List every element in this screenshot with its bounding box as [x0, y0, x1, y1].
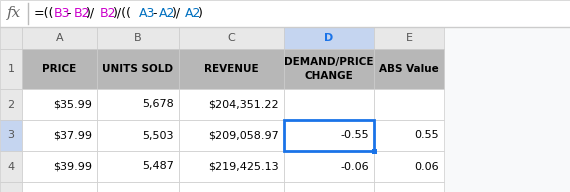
- Bar: [97, 120, 179, 151]
- Bar: [179, 182, 284, 192]
- Text: 5,503: 5,503: [142, 131, 174, 141]
- Text: D: D: [324, 33, 333, 43]
- Bar: [22, 89, 97, 120]
- Text: -: -: [152, 7, 156, 20]
- Text: -0.55: -0.55: [340, 131, 369, 141]
- Bar: [97, 27, 179, 49]
- Bar: [284, 49, 374, 89]
- Text: DEMAND/PRICE: DEMAND/PRICE: [284, 57, 374, 67]
- Bar: [374, 151, 444, 182]
- Text: 5,678: 5,678: [142, 99, 174, 109]
- Text: 2: 2: [7, 99, 15, 109]
- Text: $209,058.97: $209,058.97: [208, 131, 279, 141]
- Text: ): ): [198, 7, 202, 20]
- Text: $39.99: $39.99: [53, 161, 92, 171]
- Bar: [22, 182, 97, 192]
- Bar: [22, 27, 97, 49]
- Bar: [0, 120, 22, 151]
- Text: 5,487: 5,487: [142, 161, 174, 171]
- Bar: [179, 89, 284, 120]
- Bar: [0, 182, 22, 192]
- Bar: [97, 151, 179, 182]
- Text: B3: B3: [54, 7, 70, 20]
- Text: )/: )/: [172, 7, 181, 20]
- Bar: [284, 182, 374, 192]
- Bar: [179, 151, 284, 182]
- Text: 0.06: 0.06: [414, 161, 439, 171]
- Bar: [284, 120, 374, 151]
- Text: fx: fx: [7, 7, 21, 21]
- Bar: [284, 27, 374, 49]
- Text: E: E: [405, 33, 413, 43]
- Bar: [97, 182, 179, 192]
- Text: A3: A3: [139, 7, 155, 20]
- Bar: [374, 27, 444, 49]
- Bar: [374, 89, 444, 120]
- Text: A: A: [56, 33, 63, 43]
- Bar: [97, 89, 179, 120]
- Bar: [284, 120, 374, 151]
- Bar: [22, 49, 97, 89]
- Bar: [179, 120, 284, 151]
- Bar: [0, 49, 22, 89]
- Text: )/: )/: [87, 7, 96, 20]
- Text: =((: =((: [34, 7, 54, 20]
- Text: $219,425.13: $219,425.13: [209, 161, 279, 171]
- Bar: [0, 27, 22, 49]
- Text: B2: B2: [100, 7, 116, 20]
- Text: 0.55: 0.55: [414, 131, 439, 141]
- Text: $35.99: $35.99: [53, 99, 92, 109]
- Bar: [179, 49, 284, 89]
- Text: A2: A2: [158, 7, 175, 20]
- Text: A2: A2: [185, 7, 201, 20]
- Text: UNITS SOLD: UNITS SOLD: [103, 64, 173, 74]
- Bar: [22, 120, 97, 151]
- Text: REVENUE: REVENUE: [204, 64, 259, 74]
- Bar: [284, 89, 374, 120]
- Text: 4: 4: [7, 161, 15, 171]
- Bar: [97, 49, 179, 89]
- Text: $37.99: $37.99: [53, 131, 92, 141]
- Text: )/((: )/((: [113, 7, 132, 20]
- Text: B: B: [134, 33, 142, 43]
- Text: 1: 1: [7, 64, 14, 74]
- Text: -: -: [67, 7, 71, 20]
- Text: -0.06: -0.06: [340, 161, 369, 171]
- Bar: [372, 148, 377, 153]
- Text: B2: B2: [74, 7, 90, 20]
- Bar: [374, 49, 444, 89]
- Text: C: C: [227, 33, 235, 43]
- Bar: [0, 89, 22, 120]
- Bar: [374, 182, 444, 192]
- Bar: [284, 151, 374, 182]
- Text: $204,351.22: $204,351.22: [209, 99, 279, 109]
- Bar: [179, 27, 284, 49]
- Bar: [0, 151, 22, 182]
- Text: ABS Value: ABS Value: [379, 64, 439, 74]
- Text: CHANGE: CHANGE: [304, 71, 353, 81]
- Bar: [22, 151, 97, 182]
- Text: PRICE: PRICE: [42, 64, 76, 74]
- Text: 3: 3: [7, 131, 14, 141]
- Bar: [374, 120, 444, 151]
- Bar: [0, 0, 570, 27]
